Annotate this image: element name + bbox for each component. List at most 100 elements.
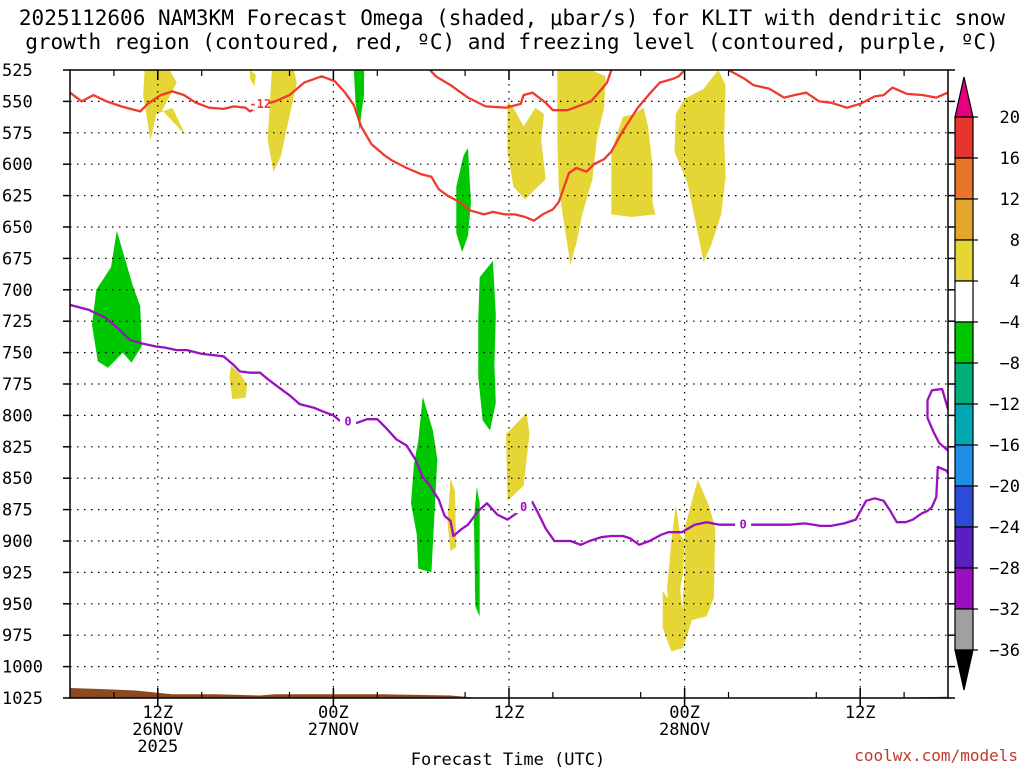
colorbar-label: 4 <box>1010 272 1020 292</box>
freezing-contour-label: 0 <box>740 518 747 532</box>
y-tick-label: 950 <box>2 595 33 615</box>
y-tick-label: 850 <box>2 469 33 489</box>
colorbar-bin <box>954 198 974 241</box>
x-tick-label: 12Z <box>845 703 876 723</box>
colorbar-label: −20 <box>989 477 1020 497</box>
y-tick-label: 925 <box>2 563 33 583</box>
colorbar-label: −32 <box>989 600 1020 620</box>
plot-frame <box>69 69 949 699</box>
plot-area: -12 0 0 0 <box>70 70 948 698</box>
y-tick-label: 825 <box>2 438 33 458</box>
colorbar-label: −16 <box>989 436 1020 456</box>
colorbar-label: 20 <box>1000 108 1020 128</box>
freezing-contour-label-bg <box>735 516 752 531</box>
plot-layers: -12 0 0 0 <box>70 70 948 698</box>
colorbar-label: −36 <box>989 641 1020 661</box>
y-tick-label: 1000 <box>2 658 43 678</box>
colorbar-bin <box>954 362 974 405</box>
freezing-level-contour-4 <box>70 303 948 546</box>
colorbar-bin <box>954 157 974 200</box>
colorbar-label: −8 <box>1000 354 1020 374</box>
axes: 525 550 575 600 625 650 675 700 725 750 775 800 825 8… <box>2 61 955 757</box>
x-tick-label: 00Z <box>669 703 700 723</box>
y-tick-label: 525 <box>2 61 33 81</box>
colorbar-bin <box>954 485 974 528</box>
omega-rising-region-4 <box>506 412 530 501</box>
omega-sinking-region-16 <box>478 260 496 431</box>
freezing-level-contour-5 <box>926 387 948 452</box>
colorbar-bin <box>954 444 974 487</box>
x-tick-label: 27NOV <box>308 720 359 740</box>
dgz-contour-3 <box>727 70 948 109</box>
colorbar-label: −12 <box>989 395 1020 415</box>
y-tick-label: 550 <box>2 92 33 112</box>
x-tick-label: 26NOV <box>132 720 183 740</box>
y-tick-label: 750 <box>2 344 33 364</box>
omega-rising-region-12 <box>447 478 457 551</box>
chart-title-line1: 2025112606 NAM3KM Forecast Omega (shaded… <box>18 6 1006 30</box>
freezing-contour-label: 0 <box>520 500 527 514</box>
y-tick-label: 625 <box>2 187 33 207</box>
colorbar-label: −4 <box>1000 313 1020 333</box>
freezing-contour-label-bg <box>515 499 532 514</box>
omega-rising-region-7 <box>611 107 656 217</box>
dgz-contour-1 <box>70 70 686 222</box>
y-tick-label: 650 <box>2 218 33 238</box>
chart-title-line2: growth region (contoured, red, ºC) and f… <box>25 30 999 54</box>
colorbar-bin <box>954 608 974 651</box>
x-tick-label: 28NOV <box>659 720 710 740</box>
colorbar-label: 8 <box>1010 231 1020 251</box>
omega-rising-region-8 <box>674 70 726 263</box>
y-tick-label: 725 <box>2 312 33 332</box>
omega-sinking-region-17 <box>411 396 438 573</box>
colorbar: 20 16 12 8 4 −4 −8 −12 −16 −20 −24 −28 −32 −36 <box>954 76 1020 691</box>
x-tick-label: 12Z <box>142 703 173 723</box>
omega-rising-region-2 <box>267 70 297 172</box>
colorbar-bin <box>954 280 974 323</box>
dgz-contour-label: -12 <box>249 97 271 111</box>
colorbar-bottom-arrow <box>954 649 974 691</box>
dgz-contour-2 <box>429 70 613 112</box>
colorbar-top-arrow <box>954 76 974 118</box>
y-tick-label: 700 <box>2 281 33 301</box>
freezing-contour-label-bg <box>340 413 357 428</box>
colorbar-bin <box>954 321 974 364</box>
omega-rising-region-10 <box>667 504 685 621</box>
y-tick-label: 875 <box>2 501 33 521</box>
colorbar-label: 12 <box>1000 190 1020 210</box>
colorbar-label: −28 <box>989 559 1020 579</box>
y-tick-label: 900 <box>2 532 33 552</box>
freezing-contour-label: 0 <box>344 415 351 429</box>
omega-sinking-region-15 <box>456 147 471 253</box>
omega-sinking-region-18 <box>473 487 480 617</box>
dgz-contour-label-bg <box>252 95 269 110</box>
colorbar-bin <box>954 239 974 282</box>
y-tick-label: 600 <box>2 155 33 175</box>
colorbar-label: −24 <box>989 518 1020 538</box>
x-tick-label: 00Z <box>318 703 349 723</box>
colorbar-bin <box>954 403 974 446</box>
y-tick-label: 975 <box>2 626 33 646</box>
x-axis-title: Forecast Time (UTC) <box>411 750 605 768</box>
omega-rising-region-3 <box>229 365 248 400</box>
colorbar-bin <box>954 526 974 569</box>
colorbar-bin <box>954 116 974 159</box>
omega-rising-region-5 <box>507 101 546 200</box>
site-credit: coolwx.com/models <box>854 746 1018 765</box>
omega-rising-region-1 <box>143 70 186 141</box>
omega-rising-region-9 <box>250 70 256 87</box>
x-tick-label: 2025 <box>137 737 178 757</box>
colorbar-label: 16 <box>1000 149 1020 169</box>
y-tick-label: 575 <box>2 124 33 144</box>
omega-sinking-region-13 <box>92 230 142 368</box>
colorbar-bin <box>954 567 974 610</box>
y-tick-label: 1025 <box>2 689 43 709</box>
omega-sinking-region-14 <box>353 70 365 131</box>
chart-title: 2025112606 NAM3KM Forecast Omega (shaded… <box>0 6 1024 54</box>
y-tick-label: 800 <box>2 406 33 426</box>
y-tick-label: 775 <box>2 375 33 395</box>
omega-rising-region-6 <box>557 70 606 265</box>
x-tick-label: 12Z <box>494 703 525 723</box>
y-tick-label: 675 <box>2 249 33 269</box>
